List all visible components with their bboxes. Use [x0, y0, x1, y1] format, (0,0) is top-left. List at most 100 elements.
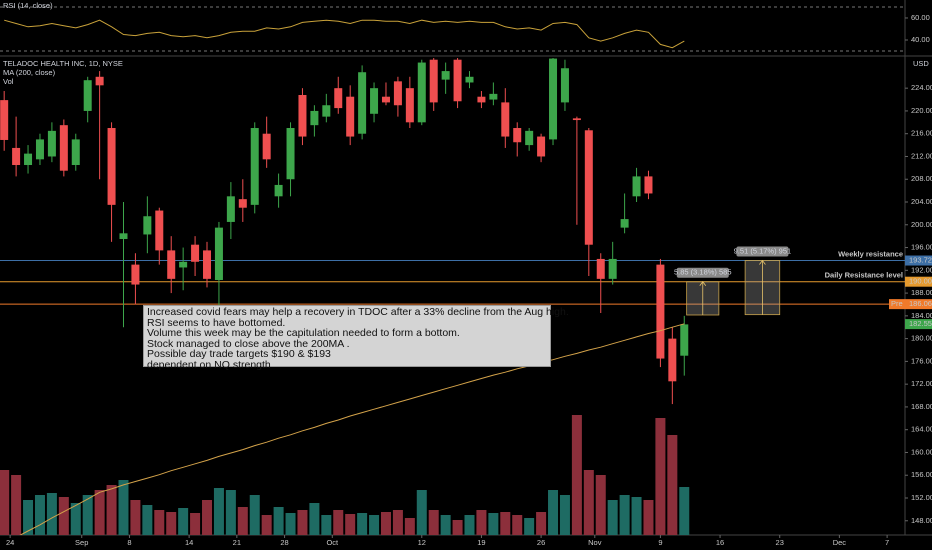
- y-tick-label: 168.00: [911, 402, 932, 411]
- candle-body: [262, 133, 271, 160]
- x-tick-label: Oct: [326, 538, 339, 547]
- volume-bar: [428, 510, 439, 535]
- annotation-line: Volume this week may be the capitulation…: [147, 327, 460, 340]
- volume-bar: [273, 507, 284, 535]
- ma-line: [19, 323, 685, 535]
- volume-bar: [333, 510, 344, 535]
- volume-bar: [476, 510, 487, 535]
- volume-bar: [631, 497, 642, 535]
- candle-body: [501, 102, 510, 137]
- y-tick-label: 180.00: [911, 334, 932, 343]
- volume-bar: [0, 470, 10, 535]
- x-tick-label: Sep: [75, 538, 88, 547]
- candle-body: [191, 244, 200, 262]
- candle-body: [107, 128, 116, 205]
- volume-bar: [392, 510, 403, 535]
- candle-body: [214, 227, 223, 280]
- candle-body: [286, 128, 295, 180]
- axes: 148.00 152.00 156.00 160.00 164.00 168.00 172.…: [6, 13, 932, 547]
- volume-bar: [202, 500, 213, 535]
- volume-bar: [190, 513, 201, 535]
- level-price-label: 190.00: [909, 277, 932, 286]
- candle-body: [620, 219, 629, 228]
- candle-body: [632, 176, 641, 197]
- measure-label: 9.51 (5.17%) 951: [734, 247, 792, 256]
- candle-body: [167, 250, 176, 279]
- candle-body: [381, 96, 390, 103]
- y-tick-label: 148.00: [911, 516, 932, 525]
- x-tick-label: 21: [233, 538, 241, 547]
- candle-body: [179, 261, 188, 268]
- candle-body: [47, 130, 56, 157]
- measure-label: 5.85 (3.18%) 585: [674, 268, 732, 277]
- x-tick-label: 24: [6, 538, 14, 547]
- candle-body: [0, 100, 9, 140]
- y-tick-label: 156.00: [911, 470, 932, 479]
- last-price-label: 182.55: [909, 319, 932, 328]
- candle-body: [656, 264, 665, 359]
- volume-bar: [34, 495, 45, 535]
- volume-bar: [536, 512, 547, 535]
- volume-bar: [297, 510, 308, 535]
- candle-body: [525, 130, 534, 146]
- volume-bar: [82, 495, 93, 535]
- candle-body: [393, 81, 402, 106]
- level-price-box: [889, 299, 932, 310]
- volume-bar: [655, 418, 666, 535]
- x-tick-label: 14: [185, 538, 193, 547]
- volume-title: Vol: [3, 77, 14, 86]
- volume-bar: [357, 513, 368, 535]
- candle-body: [203, 250, 212, 279]
- measure-label-box: [676, 267, 729, 278]
- candle-body: [513, 128, 522, 143]
- measure-arrowhead: [759, 259, 766, 265]
- volume-pane: [0, 415, 690, 535]
- chart-title: TELADOC HEALTH INC, 1D, NYSE: [3, 59, 123, 68]
- candle-body: [549, 58, 558, 140]
- volume-bar: [321, 515, 332, 535]
- rsi-title: RSI (14, close): [3, 1, 53, 10]
- volume-bar: [619, 495, 630, 535]
- candle-body: [370, 88, 379, 114]
- volume-bar: [380, 512, 391, 535]
- annotation: Increased covid fears may help a recover…: [143, 305, 569, 370]
- y-tick-label: 224.00: [911, 83, 932, 92]
- y-tick-label: 216.00: [911, 129, 932, 138]
- volume-bar: [500, 512, 511, 535]
- level-price-box: [905, 255, 932, 266]
- candle-body: [95, 76, 104, 86]
- volume-bar: [213, 488, 224, 535]
- last-price-box: [905, 319, 932, 330]
- candle-body: [596, 258, 605, 279]
- candle-body: [226, 196, 235, 222]
- candle-body: [346, 96, 355, 137]
- y-tick-label: 184.00: [911, 311, 932, 320]
- annotation-line: RSI seems to have bottomed.: [147, 316, 286, 329]
- volume-bar: [571, 415, 582, 535]
- x-tick-label: 23: [776, 538, 784, 547]
- y-tick-label: 152.00: [911, 493, 932, 502]
- y-tick-label: 188.00: [911, 288, 932, 297]
- volume-bar: [464, 515, 475, 535]
- candle-body: [560, 68, 569, 103]
- x-tick-label: Nov: [588, 538, 602, 547]
- y-tick-label: 212.00: [911, 151, 932, 160]
- volume-bar: [524, 518, 535, 535]
- candle-body: [274, 184, 283, 197]
- x-tick-label: 26: [537, 538, 545, 547]
- candle-body: [441, 71, 450, 80]
- candle-body: [405, 88, 414, 123]
- candle-body: [131, 264, 140, 285]
- volume-bar: [130, 500, 141, 535]
- level-price-label: 193.72: [909, 256, 932, 265]
- level-tag: Pre: [891, 299, 903, 308]
- candle-body: [83, 80, 92, 111]
- annotation-line: dependent on NQ strength: [147, 358, 271, 371]
- y-tick-label: 192.00: [911, 265, 932, 274]
- volume-bar: [58, 497, 69, 535]
- y-tick-label: 220.00: [911, 106, 932, 115]
- currency: USD: [913, 59, 929, 68]
- volume-bar: [178, 508, 189, 535]
